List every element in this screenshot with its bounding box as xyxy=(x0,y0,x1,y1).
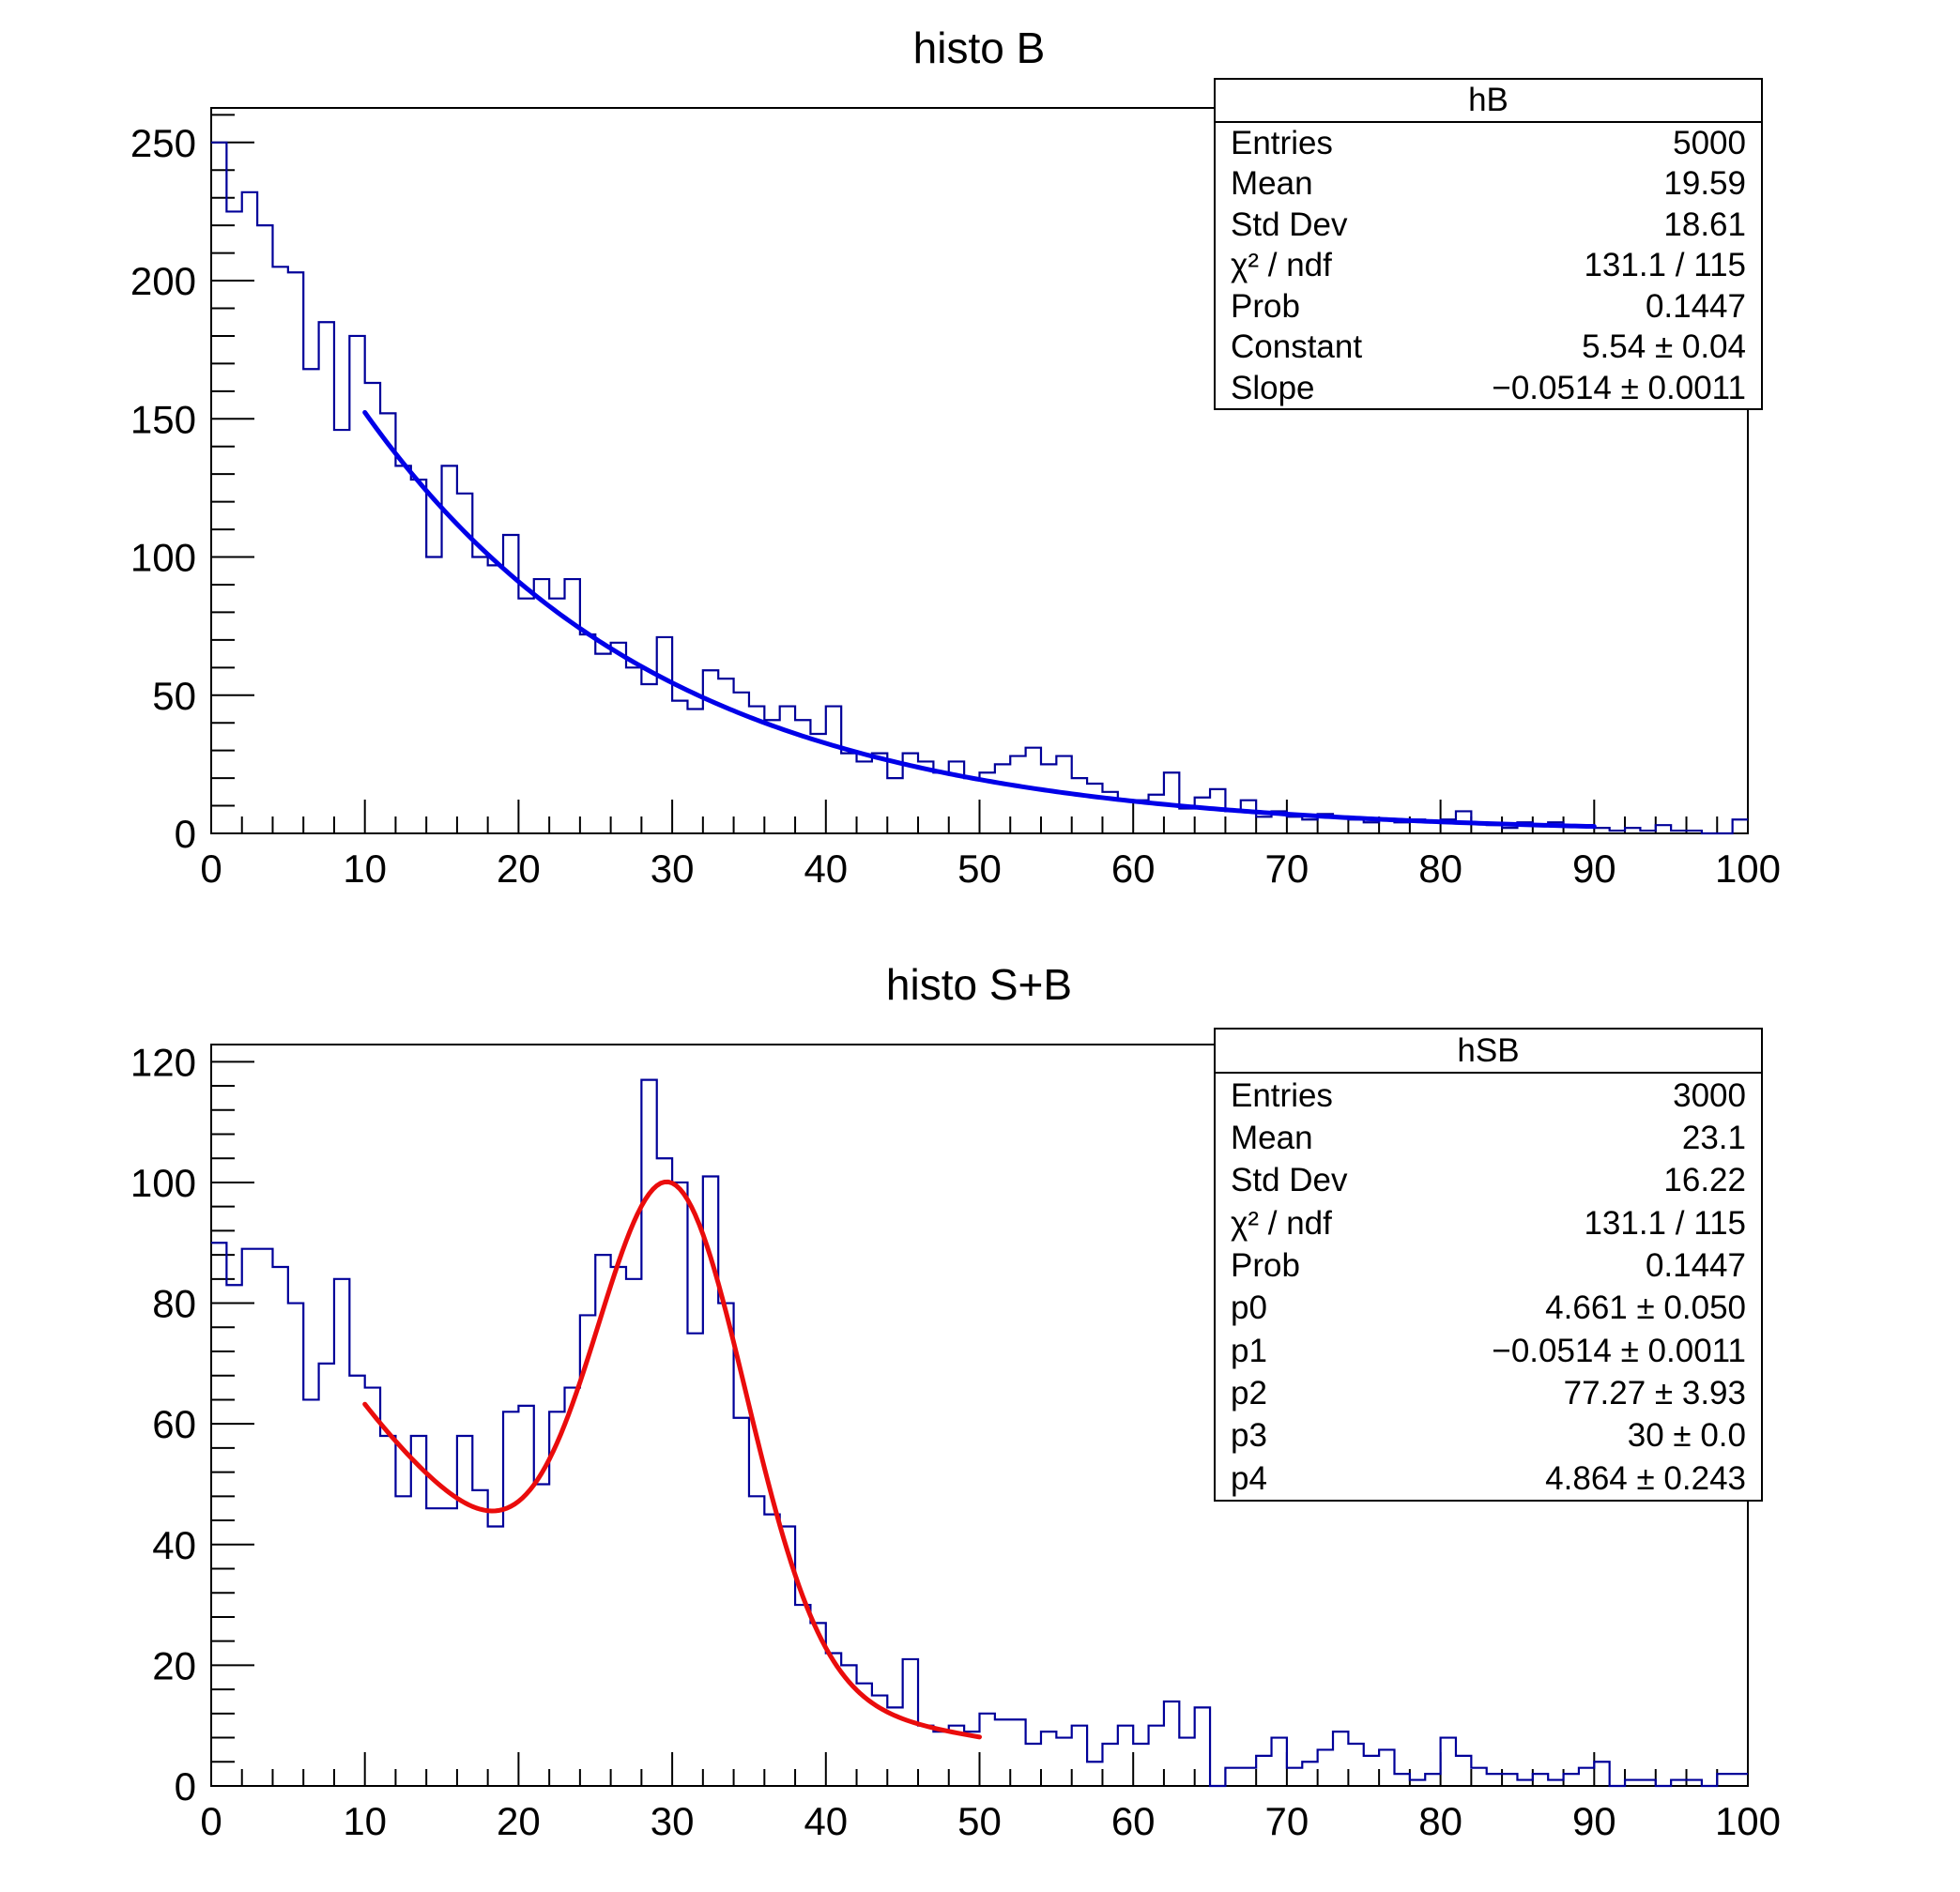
stat-row: χ² / ndf 131.1 / 115 xyxy=(1216,245,1761,286)
x-tick-label-90: 90 xyxy=(1572,1799,1616,1843)
stat-row: Slope −0.0514 ± 0.0011 xyxy=(1216,368,1761,409)
histogram-outline xyxy=(211,141,1748,835)
stat-label: Entries xyxy=(1231,1076,1333,1114)
stat-label: Mean xyxy=(1231,1119,1313,1156)
x-tick-label-0: 0 xyxy=(200,1799,222,1843)
stat-value: 4.661 ± 0.050 xyxy=(1545,1289,1746,1327)
stat-value: 0.1447 xyxy=(1645,287,1746,325)
stat-label: Entries xyxy=(1231,124,1333,161)
stat-label: Mean xyxy=(1231,165,1313,203)
stat-label: χ² / ndf xyxy=(1231,1204,1332,1242)
x-tick-label-30: 30 xyxy=(651,847,695,891)
stat-row: p2 77.27 ± 3.93 xyxy=(1216,1372,1761,1414)
fit-curve xyxy=(362,409,1597,830)
stat-row: p0 4.661 ± 0.050 xyxy=(1216,1287,1761,1329)
stat-label: p0 xyxy=(1231,1289,1267,1327)
stat-row: Entries 3000 xyxy=(1216,1074,1761,1116)
x-tick-label-80: 80 xyxy=(1418,1799,1462,1843)
stat-value: 3000 xyxy=(1673,1076,1746,1114)
stat-label: p1 xyxy=(1231,1332,1267,1369)
x-tick-label-50: 50 xyxy=(957,847,1002,891)
stat-row: χ² / ndf 131.1 / 115 xyxy=(1216,1201,1761,1244)
y-tick-label-100: 100 xyxy=(130,1161,196,1205)
stats-box-hB: hB Entries 5000 Mean 19.59 Std Dev 18.61… xyxy=(1214,78,1763,410)
x-tick-label-40: 40 xyxy=(804,847,848,891)
stat-row: Constant 5.54 ± 0.04 xyxy=(1216,327,1761,368)
stat-row: Entries 5000 xyxy=(1216,123,1761,164)
stat-row: Std Dev 16.22 xyxy=(1216,1159,1761,1201)
stat-row: Prob 0.1447 xyxy=(1216,1244,1761,1287)
x-tick-label-80: 80 xyxy=(1418,847,1462,891)
x-tick-label-90: 90 xyxy=(1572,847,1616,891)
stats-box-title: hSB xyxy=(1216,1030,1761,1075)
y-tick-label-100: 100 xyxy=(130,536,196,580)
stats-box-hSB: hSB Entries 3000 Mean 23.1 Std Dev 16.22… xyxy=(1214,1028,1763,1502)
x-tick-label-60: 60 xyxy=(1111,1799,1156,1843)
stat-row: p3 30 ± 0.0 xyxy=(1216,1414,1761,1457)
stat-value: 16.22 xyxy=(1663,1162,1746,1199)
top-pad-title: histo B xyxy=(912,23,1046,72)
stat-label: p3 xyxy=(1231,1417,1267,1455)
stat-value: −0.0514 ± 0.0011 xyxy=(1492,1332,1746,1369)
stat-label: Std Dev xyxy=(1231,1162,1348,1199)
x-tick-label-40: 40 xyxy=(804,1799,848,1843)
x-tick-label-60: 60 xyxy=(1111,847,1156,891)
stat-label: Std Dev xyxy=(1231,206,1348,243)
stat-value: 77.27 ± 3.93 xyxy=(1563,1375,1746,1412)
stat-label: p4 xyxy=(1231,1459,1267,1497)
fit-curve xyxy=(362,1179,982,1740)
stat-row: Prob 0.1447 xyxy=(1216,286,1761,328)
bottom-pad-title: histo S+B xyxy=(885,960,1073,1009)
y-tick-label-50: 50 xyxy=(152,674,196,718)
stat-value: 5.54 ± 0.04 xyxy=(1582,328,1746,366)
stat-value: 19.59 xyxy=(1663,165,1746,203)
y-tick-label-60: 60 xyxy=(152,1402,196,1446)
stat-value: −0.0514 ± 0.0011 xyxy=(1492,369,1746,406)
stat-value: 0.1447 xyxy=(1645,1246,1746,1284)
histogram-outline xyxy=(211,1078,1748,1788)
stat-row: Mean 19.59 xyxy=(1216,163,1761,205)
y-tick-label-0: 0 xyxy=(175,812,196,856)
x-tick-label-20: 20 xyxy=(497,1799,541,1843)
x-tick-label-100: 100 xyxy=(1715,847,1781,891)
y-tick-label-40: 40 xyxy=(152,1523,196,1567)
stat-value: 5000 xyxy=(1673,124,1746,161)
stat-label: Constant xyxy=(1231,328,1363,366)
stat-value: 131.1 / 115 xyxy=(1584,247,1746,284)
stat-value: 4.864 ± 0.243 xyxy=(1545,1459,1746,1497)
x-tick-label-20: 20 xyxy=(497,847,541,891)
stats-box-title: hB xyxy=(1216,80,1761,123)
x-tick-label-30: 30 xyxy=(651,1799,695,1843)
stat-row: Std Dev 18.61 xyxy=(1216,205,1761,246)
y-tick-label-120: 120 xyxy=(130,1040,196,1084)
x-tick-label-70: 70 xyxy=(1265,847,1309,891)
y-tick-label-80: 80 xyxy=(152,1282,196,1326)
stat-label: Prob xyxy=(1231,287,1300,325)
x-tick-label-0: 0 xyxy=(200,847,222,891)
stat-value: 18.61 xyxy=(1663,206,1746,243)
y-tick-label-20: 20 xyxy=(152,1643,196,1687)
x-tick-label-100: 100 xyxy=(1715,1799,1781,1843)
y-tick-label-0: 0 xyxy=(175,1764,196,1808)
stat-label: Prob xyxy=(1231,1246,1300,1284)
stat-value: 23.1 xyxy=(1681,1119,1746,1156)
stat-row: Mean 23.1 xyxy=(1216,1117,1761,1159)
x-tick-label-10: 10 xyxy=(343,847,387,891)
stat-label: χ² / ndf xyxy=(1231,247,1332,284)
y-tick-label-150: 150 xyxy=(130,397,196,441)
stat-label: Slope xyxy=(1231,369,1315,406)
stat-label: p2 xyxy=(1231,1375,1267,1412)
stat-row: p1 −0.0514 ± 0.0011 xyxy=(1216,1330,1761,1372)
stat-value: 30 ± 0.0 xyxy=(1627,1417,1746,1455)
stat-row: p4 4.864 ± 0.243 xyxy=(1216,1457,1761,1500)
x-tick-label-50: 50 xyxy=(957,1799,1002,1843)
x-tick-label-10: 10 xyxy=(343,1799,387,1843)
y-tick-label-200: 200 xyxy=(130,259,196,303)
x-tick-label-70: 70 xyxy=(1265,1799,1309,1843)
y-tick-label-250: 250 xyxy=(130,121,196,165)
stat-value: 131.1 / 115 xyxy=(1584,1204,1746,1242)
